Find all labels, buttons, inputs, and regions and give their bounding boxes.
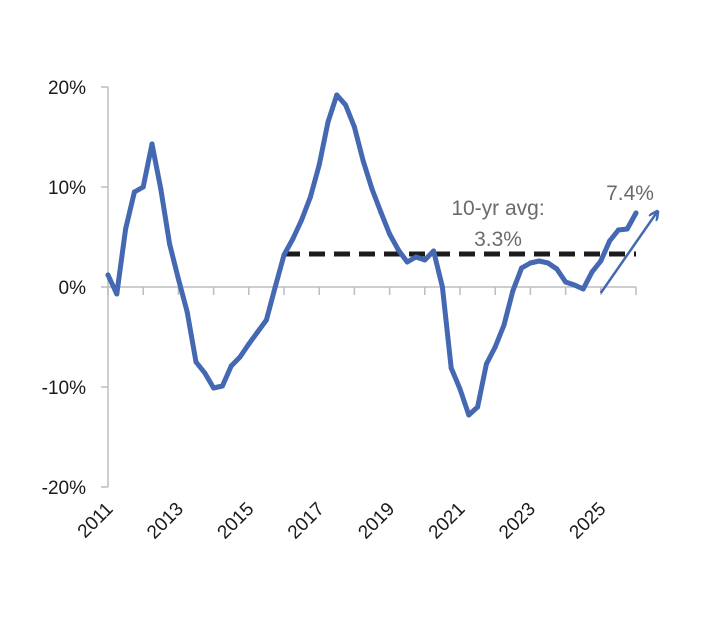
data-point (510, 288, 516, 294)
last-value-annotation: 7.4% (606, 182, 654, 205)
data-point (536, 258, 542, 264)
y-tick-label: 10% (48, 178, 86, 199)
data-point (395, 247, 401, 253)
data-point (167, 241, 173, 247)
x-tick-label: 2015 (214, 499, 259, 544)
data-point (378, 209, 384, 215)
data-point (175, 276, 181, 282)
data-point (448, 365, 454, 371)
data-point (325, 119, 331, 125)
data-point (404, 259, 410, 265)
trend-arrow (599, 212, 657, 294)
data-point (607, 238, 613, 244)
avg-annotation-line2: 3.3% (474, 228, 522, 251)
data-point (211, 385, 217, 391)
series-layer (105, 92, 639, 418)
data-point (554, 266, 560, 272)
data-point (598, 258, 604, 264)
x-tick-label: 2023 (495, 499, 540, 544)
data-point (580, 286, 586, 292)
data-point (545, 260, 551, 266)
data-point (123, 226, 129, 232)
data-point (589, 269, 595, 275)
x-tick-label: 2019 (354, 499, 399, 544)
y-tick-label: 20% (48, 78, 86, 99)
data-point (114, 291, 120, 297)
data-point (290, 236, 296, 242)
data-point (299, 217, 305, 223)
data-point (351, 124, 357, 130)
data-point (483, 361, 489, 367)
data-point (519, 265, 525, 271)
x-tick-label: 2025 (566, 499, 611, 544)
data-point (501, 322, 507, 328)
y-tick-label: -20% (42, 478, 86, 499)
data-point (343, 102, 349, 108)
data-point (387, 231, 393, 237)
data-point (131, 189, 137, 195)
data-point (149, 141, 155, 147)
data-point (272, 284, 278, 290)
data-point (563, 279, 569, 285)
data-point (615, 227, 621, 233)
data-point (571, 282, 577, 288)
data-point (263, 317, 269, 323)
data-point (255, 329, 261, 335)
data-point (413, 254, 419, 260)
data-point (492, 344, 498, 350)
data-point (633, 210, 639, 216)
y-tick-label: -10% (42, 378, 86, 399)
data-point (184, 309, 190, 315)
data-point (439, 284, 445, 290)
data-point (281, 252, 287, 258)
data-point (466, 412, 472, 418)
data-point (307, 194, 313, 200)
data-point (202, 370, 208, 376)
annotation-layer: 10-yr avg: 3.3% 7.4% (451, 182, 657, 294)
data-point (219, 383, 225, 389)
data-point (431, 248, 437, 254)
x-tick-label: 2013 (143, 499, 188, 544)
x-tick-label: 2017 (284, 499, 329, 544)
data-point (527, 260, 533, 266)
data-point (360, 158, 366, 164)
data-point (193, 359, 199, 365)
avg-annotation-line1: 10-yr avg: (451, 197, 544, 220)
data-point (422, 257, 428, 263)
data-point (228, 363, 234, 369)
y-tick-label: 0% (59, 278, 87, 299)
data-point (140, 184, 146, 190)
data-point (457, 386, 463, 392)
data-point (105, 272, 111, 278)
axes: 20% 10% 0% -10% -20%2011 2013 2015 2017 2019 2021… (42, 78, 637, 544)
x-tick-label: 2011 (74, 499, 118, 543)
data-point (369, 186, 375, 192)
data-point (475, 404, 481, 410)
data-point (246, 341, 252, 347)
data-point (158, 186, 164, 192)
data-point (316, 162, 322, 168)
data-point (624, 226, 630, 232)
data-point (334, 92, 340, 98)
x-tick-label: 2021 (425, 499, 470, 544)
data-point (237, 354, 243, 360)
